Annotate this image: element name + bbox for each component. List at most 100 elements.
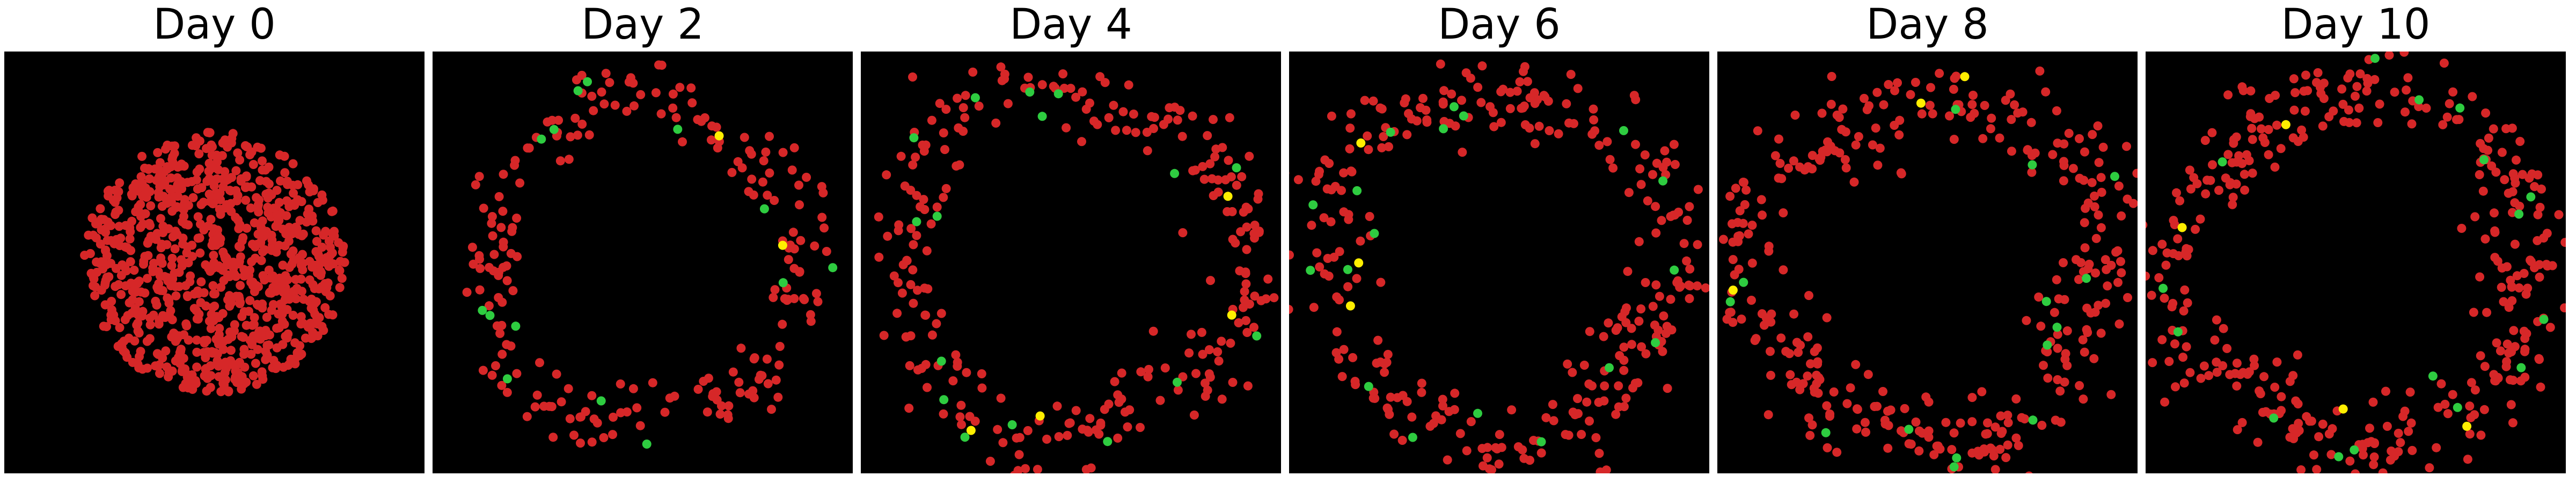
- red-cell-point: [1854, 132, 1863, 141]
- red-cell-point: [1455, 429, 1465, 438]
- green-cell-point: [1037, 112, 1047, 121]
- red-cell-point: [262, 312, 272, 322]
- red-cell-point: [1840, 155, 1850, 164]
- red-cell-point: [2537, 184, 2546, 194]
- panel-day-2: [433, 52, 853, 473]
- red-cell-point: [2171, 382, 2180, 392]
- red-cell-point: [221, 375, 231, 385]
- red-cell-point: [2097, 187, 2106, 197]
- green-cell-point: [2028, 160, 2037, 170]
- red-cell-point: [2078, 335, 2088, 345]
- red-cell-point: [548, 433, 558, 442]
- red-cell-point: [272, 186, 282, 195]
- red-cell-point: [2043, 347, 2052, 357]
- red-cell-point: [1198, 349, 1208, 359]
- red-cell-point: [2497, 148, 2507, 157]
- red-cell-point: [2232, 358, 2242, 368]
- red-cell-point: [668, 103, 678, 113]
- red-cell-point: [184, 335, 193, 345]
- red-cell-point: [920, 205, 930, 214]
- red-cell-point: [1000, 74, 1009, 84]
- red-cell-point: [2061, 349, 2070, 358]
- red-cell-point: [1187, 330, 1196, 339]
- scatter-day-8: [1718, 66, 2138, 473]
- red-cell-point: [156, 214, 165, 223]
- red-cell-point: [1372, 358, 1381, 368]
- red-cell-point: [2509, 326, 2519, 335]
- red-cell-point: [1750, 335, 1760, 345]
- red-cell-point: [1807, 420, 1817, 430]
- green-cell-point: [1173, 377, 1182, 387]
- red-cell-point: [2003, 418, 2013, 428]
- green-cell-point: [1605, 363, 1614, 372]
- red-cell-point: [204, 189, 214, 199]
- red-cell-point: [1173, 385, 1183, 395]
- red-cell-point: [1505, 104, 1515, 113]
- red-cell-point: [2227, 158, 2237, 167]
- red-cell-point: [1249, 229, 1259, 238]
- red-cell-point: [1339, 168, 1349, 178]
- red-cell-point: [188, 385, 197, 394]
- red-cell-point: [2010, 100, 2019, 109]
- red-cell-point: [1842, 399, 1852, 408]
- red-cell-point: [2247, 123, 2257, 133]
- red-cell-point: [2560, 238, 2566, 247]
- red-cell-point: [1728, 255, 1738, 265]
- red-cell-point: [1241, 202, 1251, 212]
- red-cell-point: [713, 143, 722, 153]
- red-cell-point: [267, 236, 277, 245]
- red-cell-point: [2026, 118, 2036, 127]
- red-cell-point: [2098, 142, 2108, 152]
- red-cell-point: [296, 260, 306, 270]
- green-cell-point: [759, 204, 769, 214]
- red-cell-point: [1803, 162, 1813, 172]
- red-cell-point: [1875, 143, 1885, 153]
- red-cell-point: [1777, 174, 1787, 184]
- red-cell-point: [1825, 409, 1835, 419]
- red-cell-point: [1619, 355, 1629, 365]
- red-cell-point: [1213, 347, 1223, 356]
- red-cell-point: [2050, 308, 2059, 317]
- red-cell-point: [750, 353, 759, 363]
- red-cell-point: [759, 156, 769, 166]
- red-cell-point: [177, 159, 186, 169]
- red-cell-point: [1851, 140, 1861, 150]
- green-cell-point: [1952, 453, 1962, 463]
- red-cell-point: [1860, 93, 1869, 103]
- red-cell-point: [1685, 281, 1695, 291]
- red-cell-point: [1438, 97, 1448, 107]
- red-cell-point: [1143, 372, 1153, 382]
- red-cell-point: [262, 341, 272, 350]
- red-cell-point: [1360, 96, 1370, 105]
- red-cell-point: [1822, 401, 1832, 411]
- red-cell-point: [2318, 121, 2328, 131]
- red-cell-point: [1744, 229, 1753, 239]
- green-cell-point: [2269, 413, 2279, 423]
- red-cell-point: [522, 412, 532, 421]
- red-cell-point: [2438, 120, 2448, 129]
- red-cell-point: [624, 77, 634, 87]
- red-cell-point: [2490, 226, 2500, 236]
- red-cell-point: [2288, 424, 2297, 434]
- green-cell-point: [1170, 169, 1180, 178]
- red-cell-point: [2290, 88, 2300, 98]
- red-cell-point: [2433, 402, 2443, 412]
- red-cell-point: [597, 87, 606, 97]
- red-cell-point: [1651, 202, 1660, 211]
- red-cell-point: [912, 191, 921, 200]
- green-cell-point: [485, 311, 495, 320]
- red-cell-point: [1722, 314, 1732, 324]
- red-cell-point: [170, 141, 180, 151]
- red-cell-point: [788, 228, 798, 237]
- red-cell-point: [1476, 98, 1486, 107]
- red-cell-point: [2524, 173, 2534, 183]
- red-cell-point: [1541, 413, 1551, 422]
- red-cell-point: [769, 292, 778, 302]
- red-cell-point: [1329, 252, 1339, 262]
- red-cell-point: [1421, 105, 1431, 115]
- red-cell-point: [1397, 436, 1407, 445]
- red-cell-point: [2079, 394, 2088, 404]
- red-cell-point: [2148, 246, 2157, 255]
- red-cell-point: [1243, 381, 1253, 391]
- red-cell-point: [2300, 106, 2310, 116]
